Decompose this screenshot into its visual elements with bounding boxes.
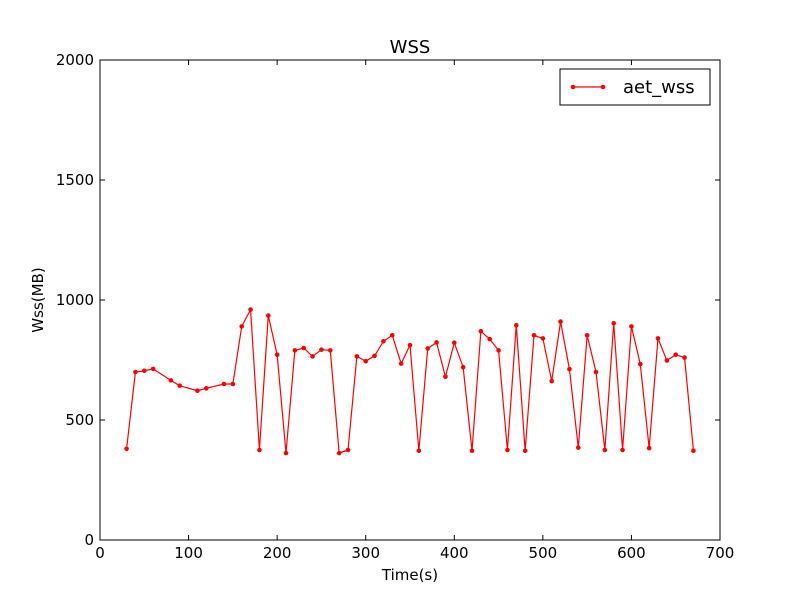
legend-marker-end	[600, 84, 606, 90]
legend: aet_wss	[559, 68, 711, 106]
x-tick-label: 200	[263, 544, 292, 562]
data-point	[283, 450, 289, 456]
data-point	[274, 352, 280, 358]
data-point	[363, 358, 369, 364]
data-point	[195, 388, 200, 394]
data-point	[292, 348, 298, 353]
data-point	[575, 445, 581, 450]
data-point	[265, 313, 271, 318]
data-point	[381, 338, 386, 344]
legend-marker-start	[570, 84, 576, 90]
legend-label: aet_wss	[623, 77, 695, 98]
data-point	[478, 328, 484, 334]
x-axis-label: Time(s)	[381, 566, 438, 584]
data-point	[629, 324, 634, 329]
plot-area	[99, 59, 721, 541]
x-tick-label: 700	[706, 544, 735, 562]
data-point	[336, 450, 342, 456]
data-point	[505, 447, 510, 453]
y-axis-label: Wss(MB)	[29, 267, 47, 332]
data-point	[345, 447, 351, 453]
data-point	[531, 332, 537, 338]
data-point	[319, 347, 324, 352]
data-point	[124, 446, 129, 452]
y-tick-label: 1500	[56, 171, 94, 189]
data-point	[567, 366, 572, 372]
data-point	[301, 345, 307, 351]
x-tick-label: 100	[174, 544, 203, 562]
data-point	[620, 447, 625, 453]
chart-title: WSS	[390, 37, 431, 58]
series-line	[125, 307, 695, 454]
x-tick-label: 600	[617, 544, 646, 562]
data-point	[239, 324, 245, 329]
data-point	[655, 336, 661, 341]
data-point	[248, 307, 253, 312]
data-point	[522, 448, 528, 454]
data-point	[141, 368, 147, 374]
data-point	[230, 381, 236, 387]
data-point	[221, 381, 227, 387]
x-tick-label: 0	[95, 544, 105, 562]
x-axis: 0 100 200 300 400 500 600 700	[95, 60, 734, 562]
data-point	[327, 348, 333, 353]
data-point	[584, 332, 590, 338]
data-point	[443, 374, 448, 380]
data-point	[646, 445, 652, 451]
data-point	[496, 348, 501, 353]
x-tick-label: 400	[440, 544, 469, 562]
data-point	[469, 448, 475, 454]
x-tick-label: 300	[351, 544, 380, 562]
data-point	[637, 361, 643, 367]
data-point	[487, 336, 493, 342]
data-point	[310, 354, 315, 359]
data-point	[513, 322, 519, 328]
y-tick-label: 1000	[56, 291, 94, 309]
data-point	[558, 319, 563, 324]
data-point	[168, 378, 174, 383]
data-point	[389, 332, 395, 338]
data-point	[372, 353, 377, 359]
data-point	[407, 342, 413, 348]
y-tick-label: 500	[65, 411, 94, 429]
x-tick-label: 500	[529, 544, 558, 562]
data-point	[354, 354, 360, 359]
y-tick-label: 2000	[56, 51, 94, 69]
data-point	[549, 378, 555, 384]
data-point	[150, 366, 156, 372]
data-point	[691, 448, 696, 454]
data-point	[425, 346, 431, 351]
data-point	[540, 336, 546, 341]
data-point	[203, 386, 209, 391]
y-axis: 0 500 1000 1500 2000	[56, 51, 720, 549]
data-point	[133, 369, 138, 375]
data-point	[611, 320, 617, 326]
data-point	[177, 383, 183, 388]
data-point	[416, 448, 422, 454]
data-point	[434, 340, 439, 345]
data-point	[602, 447, 608, 453]
data-point	[593, 369, 599, 375]
data-point	[673, 352, 679, 358]
data-point	[398, 361, 404, 366]
series-layer	[124, 307, 696, 456]
data-point	[460, 364, 466, 370]
data-point	[682, 355, 687, 360]
data-point	[257, 447, 262, 453]
data-point	[451, 340, 457, 346]
y-tick-label: 0	[84, 531, 94, 549]
data-point	[664, 358, 670, 363]
